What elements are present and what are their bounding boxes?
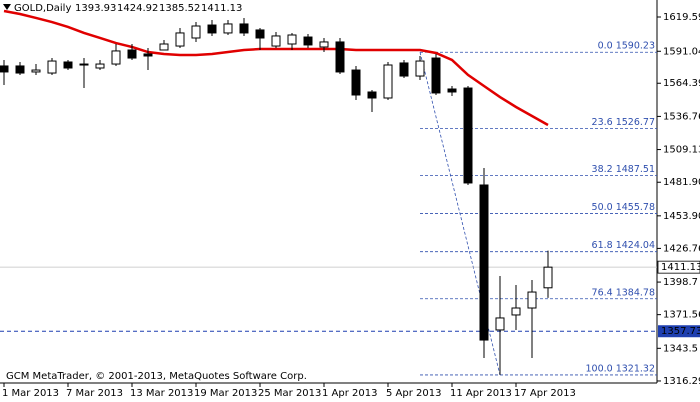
candle-body [367, 91, 377, 99]
price-label: 1357.73 [661, 326, 700, 337]
y-tick-label: 1371.56 [663, 310, 700, 321]
candle-body [495, 317, 505, 331]
fib-label: 38.2 1487.51 [592, 164, 655, 175]
x-tick-label: 19 Mar 2013 [194, 388, 257, 399]
y-tick-label: 1398.7 [663, 277, 698, 288]
candle-body [143, 53, 153, 57]
header-arrow [3, 4, 11, 10]
header-high: 1424.92 [117, 3, 158, 14]
header-low: 1385.52 [159, 3, 200, 14]
candle-body [415, 60, 425, 77]
candle-body [159, 43, 169, 51]
candle-body [479, 184, 489, 341]
x-tick-label: 7 Mar 2013 [66, 388, 123, 399]
header-close: 1411.13 [201, 3, 242, 14]
candle-body [271, 35, 281, 47]
candle-body [351, 69, 361, 96]
fib-label: 100.0 1321.32 [585, 363, 655, 374]
candle-body [383, 64, 393, 99]
price-label-box [657, 260, 700, 274]
candle-body [127, 49, 137, 59]
candle-body [335, 41, 345, 73]
fib-label: 50.0 1455.78 [592, 202, 655, 213]
candle-body [463, 87, 473, 184]
moving-average [3, 9, 549, 127]
x-tick-label: 17 Apr 2013 [514, 388, 576, 399]
x-tick-label: 5 Apr 2013 [386, 388, 441, 399]
candle-body [303, 36, 313, 46]
candle-body [543, 266, 553, 289]
candle-body [207, 24, 217, 34]
candle-body [47, 60, 57, 74]
candle-body [223, 23, 233, 34]
header-open: 1393.93 [75, 3, 116, 14]
x-tick-label: 25 Mar 2013 [258, 388, 321, 399]
candle-body [0, 65, 9, 73]
candle-body [511, 307, 521, 316]
y-tick-label: 1591.04 [663, 46, 700, 57]
fib-label: 0.0 1590.23 [598, 41, 655, 52]
chart-title: GOLD,Daily [14, 3, 71, 14]
x-tick-label: 1 Apr 2013 [322, 388, 377, 399]
y-tick-label: 1343.5 [663, 343, 698, 354]
x-tick-label: 11 Apr 2013 [450, 388, 512, 399]
candle-body [63, 61, 73, 69]
candle-body [287, 34, 297, 45]
candle-body [79, 63, 89, 66]
y-tick-label: 1426.76 [663, 243, 700, 254]
price-label-box [658, 325, 700, 338]
candle-body [447, 88, 457, 93]
y-tick-label: 1536.76 [663, 111, 700, 122]
price-label: 1411.13 [661, 262, 700, 273]
candle-body [399, 62, 409, 77]
candle-body [95, 63, 105, 69]
fib-label: 76.4 1384.78 [592, 287, 655, 298]
fib-label: 23.6 1526.77 [592, 117, 655, 128]
candle-body [191, 25, 201, 39]
header: GOLD,Daily 1393.93 1424.92 1385.52 1411.… [3, 3, 242, 14]
x-tick-label: 1 Mar 2013 [2, 388, 59, 399]
credit: GCM MetaTrader, © 2001-2013, MetaQuotes … [6, 371, 307, 382]
candle-body [319, 41, 329, 48]
candle-body [175, 32, 185, 47]
candle-body [527, 291, 537, 309]
y-tick-label: 1453.90 [663, 211, 700, 222]
y-tick-label: 1481.90 [663, 177, 700, 188]
x-tick-label: 13 Mar 2013 [130, 388, 193, 399]
y-tick-label: 1619.59 [663, 12, 700, 23]
candle-body [111, 50, 121, 65]
candle-body [431, 57, 441, 94]
y-tick-label: 1509.13 [663, 145, 700, 156]
candle-body [255, 29, 265, 39]
candle-body [239, 23, 249, 34]
candle-body [31, 69, 41, 73]
fib-label: 61.8 1424.04 [592, 240, 655, 251]
y-tick-label: 1316.29 [663, 376, 700, 387]
y-tick-label: 1564.39 [663, 78, 700, 89]
candle-body [15, 65, 25, 74]
